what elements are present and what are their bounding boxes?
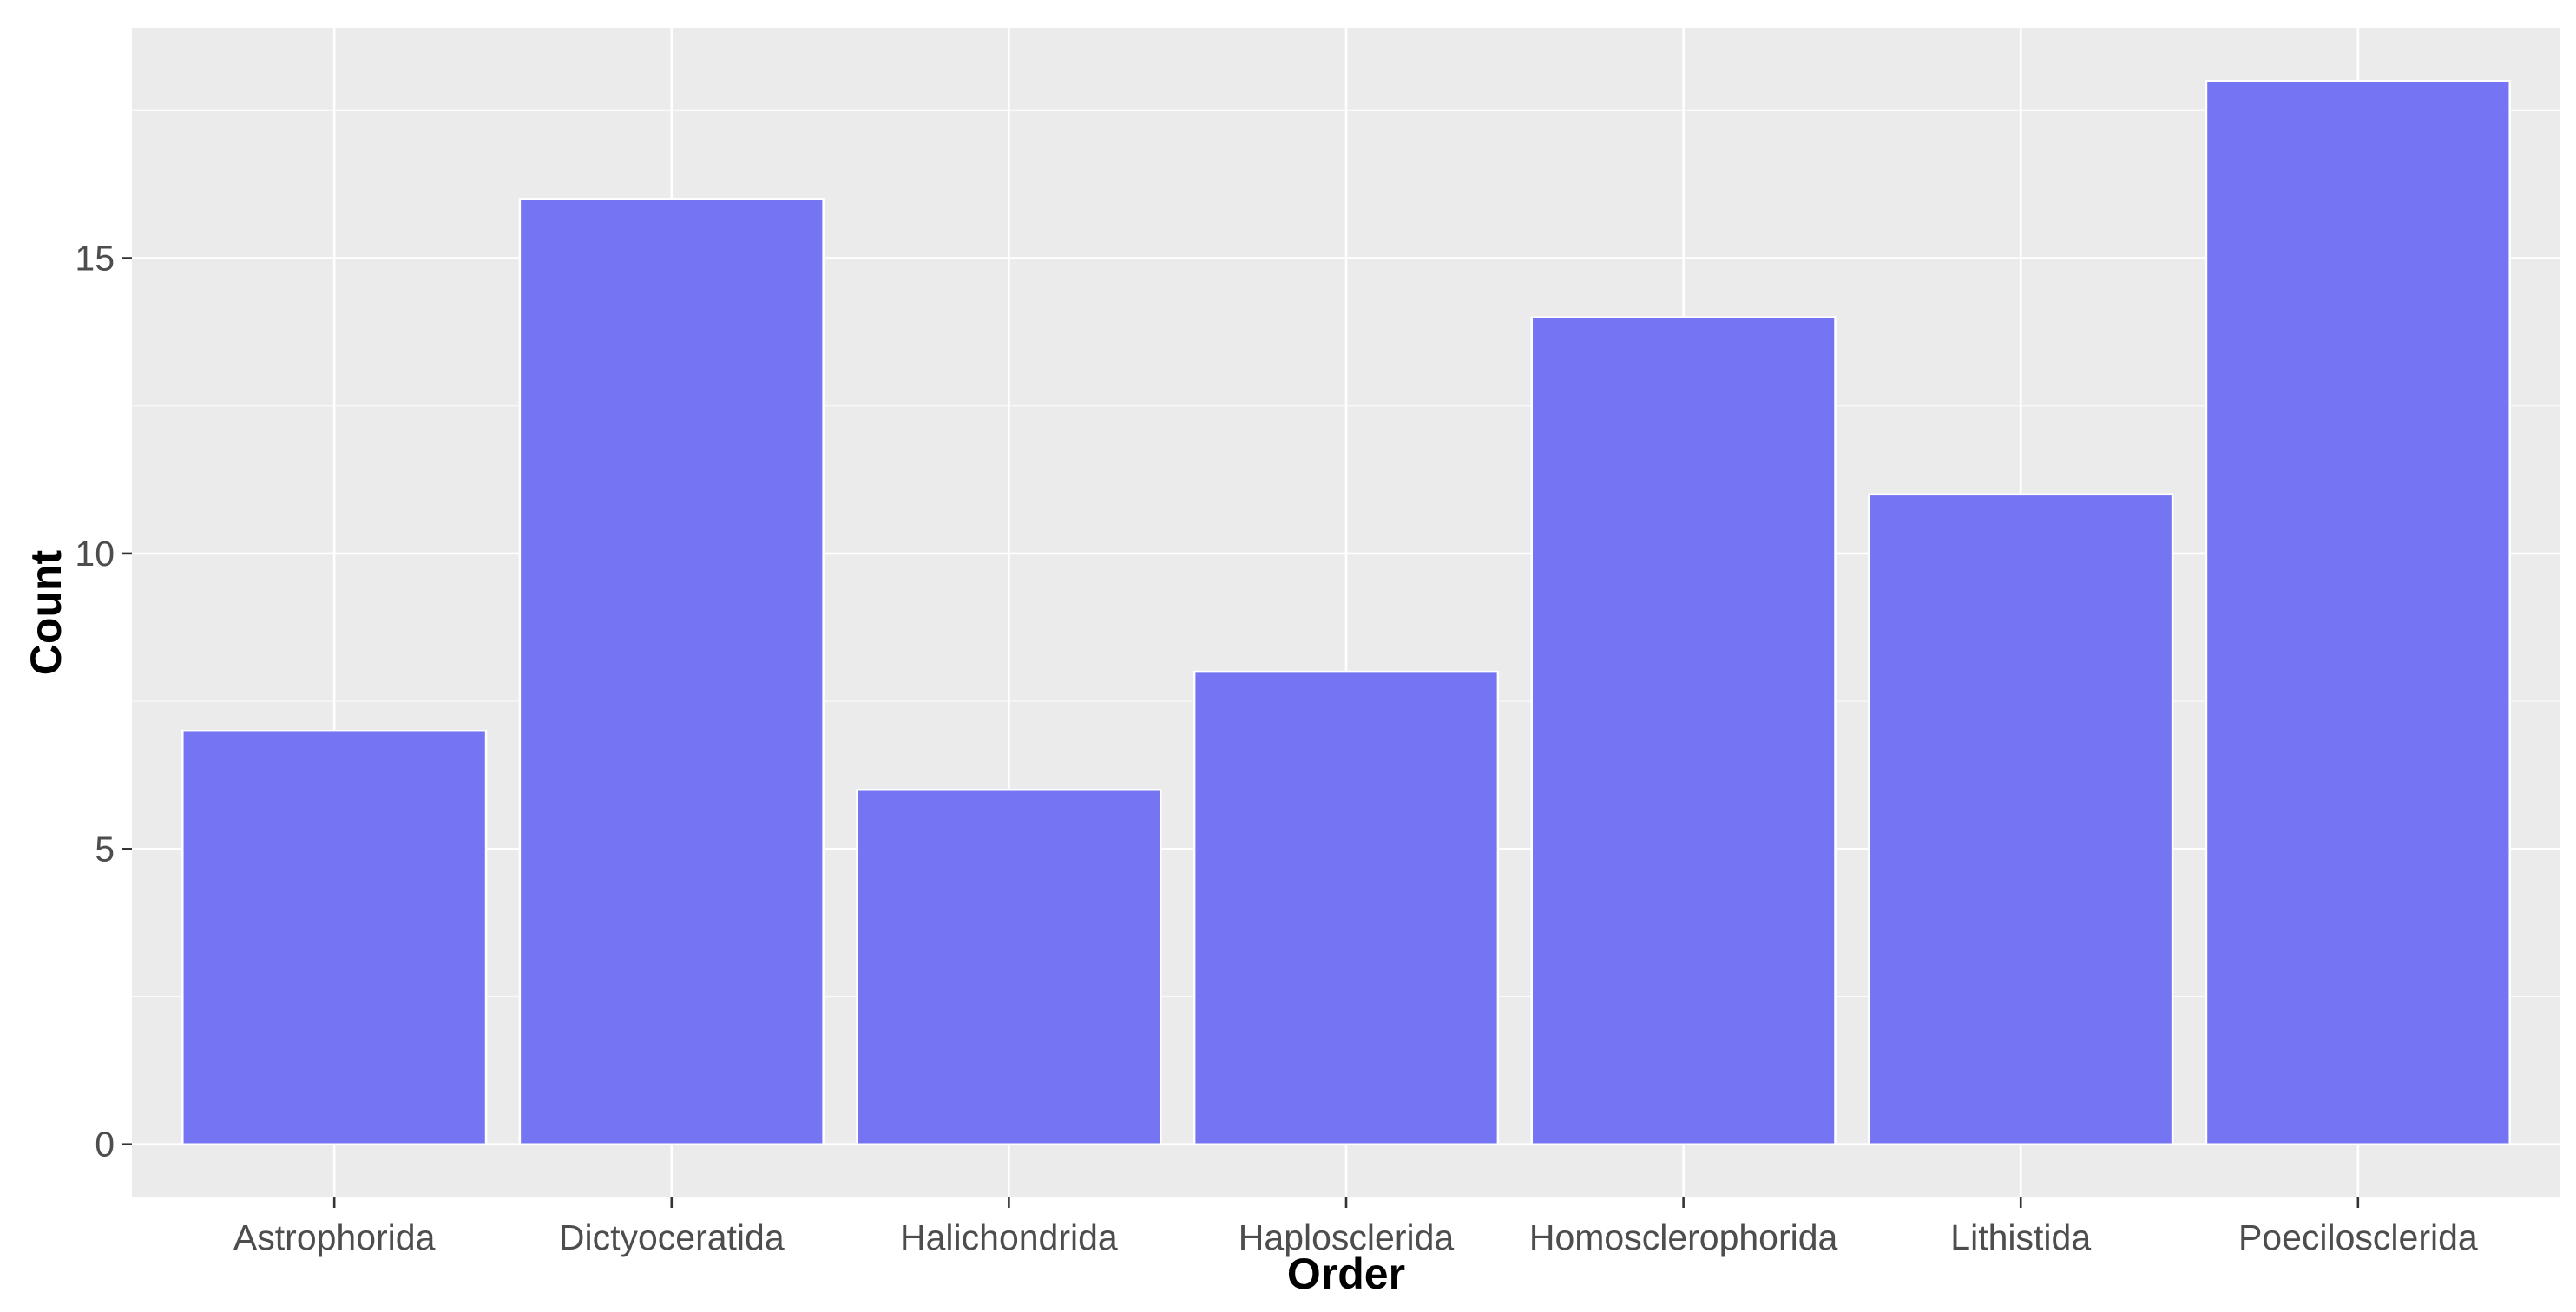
bar xyxy=(856,788,1162,1145)
bar xyxy=(2205,80,2511,1145)
bar xyxy=(181,729,488,1145)
x-axis: Astrophorida Dictyoceratida Halichondrida H… xyxy=(233,1197,2478,1257)
bar xyxy=(518,198,825,1145)
y-tick-label: 0 xyxy=(95,1125,115,1164)
x-tick-label: Astrophorida xyxy=(233,1217,436,1257)
y-tick-label: 10 xyxy=(75,534,115,574)
y-tick-label: 15 xyxy=(75,239,115,279)
x-axis-title: Order xyxy=(1287,1250,1405,1298)
bar xyxy=(1530,316,1837,1145)
bar xyxy=(1868,493,2174,1145)
x-tick-label: Halichondrida xyxy=(900,1217,1118,1257)
x-tick-label: Homosclerophorida xyxy=(1529,1217,1838,1257)
bar xyxy=(1193,670,1500,1145)
x-tick-label: Poecilosclerida xyxy=(2238,1217,2478,1257)
bars xyxy=(181,80,2511,1145)
y-axis: 0 5 10 15 xyxy=(75,239,132,1164)
x-tick-label: Dictyoceratida xyxy=(559,1217,785,1257)
y-tick-label: 5 xyxy=(95,829,115,869)
y-axis-title: Count xyxy=(22,549,70,675)
x-tick-label: Lithistida xyxy=(1950,1217,2091,1257)
x-tick-label: Haplosclerida xyxy=(1239,1217,1455,1257)
